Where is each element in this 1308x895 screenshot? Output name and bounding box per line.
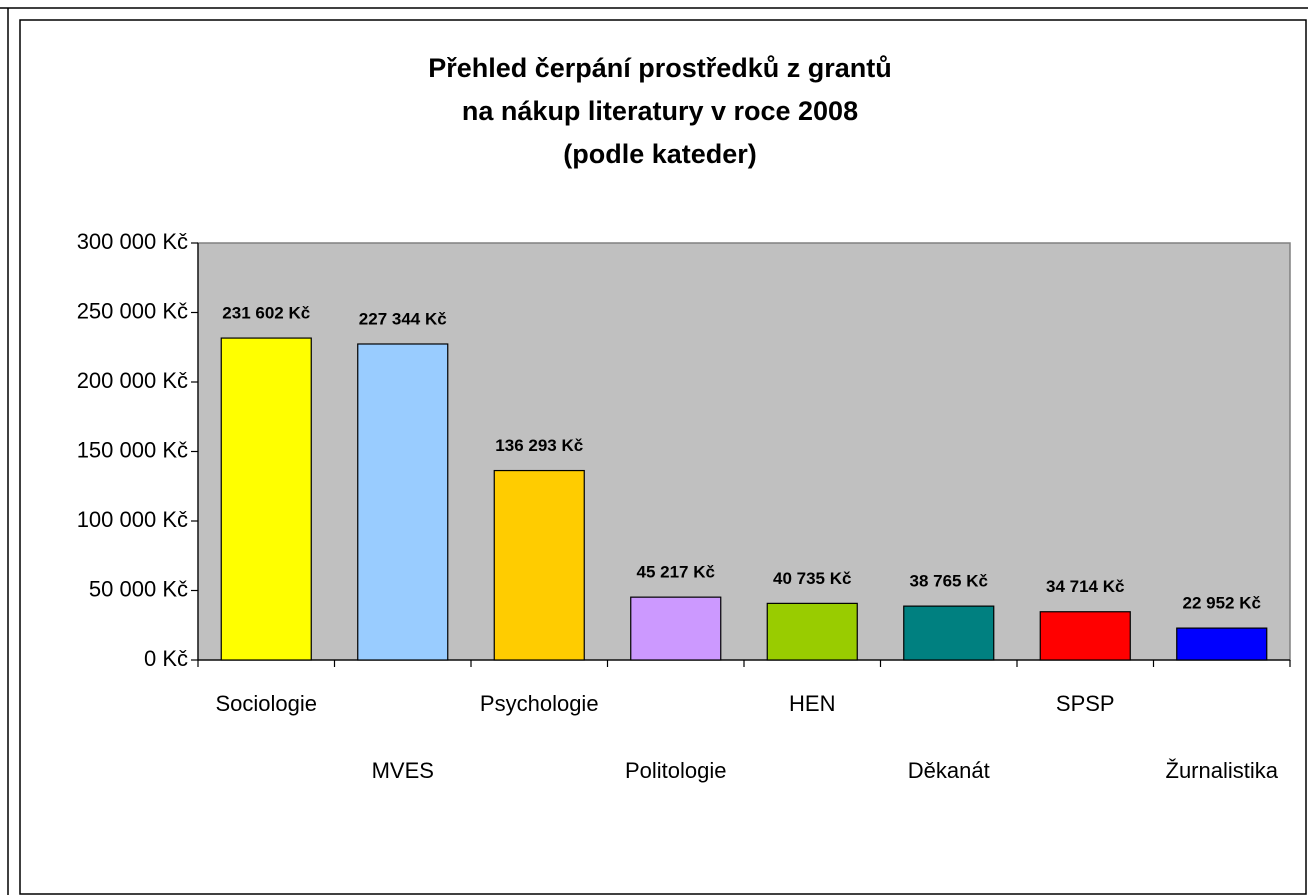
bar xyxy=(220,337,312,661)
y-tick-label: 300 000 Kč xyxy=(77,229,188,254)
x-tick-label: Psychologie xyxy=(480,691,599,716)
bar xyxy=(630,596,722,661)
value-label: 45 217 Kč xyxy=(637,563,715,582)
chart-title: na nákup literatury v roce 2008 xyxy=(462,96,858,126)
value-label: 136 293 Kč xyxy=(495,436,583,455)
y-tick-label: 0 Kč xyxy=(144,646,188,671)
value-label: 22 952 Kč xyxy=(1183,594,1261,613)
chart-title: (podle kateder) xyxy=(563,139,757,169)
bar xyxy=(357,343,449,661)
value-label: 231 602 Kč xyxy=(222,304,310,323)
y-tick-label: 150 000 Kč xyxy=(77,437,188,462)
y-tick-label: 50 000 Kč xyxy=(89,576,188,601)
x-tick-label: Sociologie xyxy=(215,691,317,716)
value-label: 38 765 Kč xyxy=(910,572,988,591)
y-tick-label: 100 000 Kč xyxy=(77,507,188,532)
bar xyxy=(766,602,858,661)
bar xyxy=(903,605,995,661)
x-tick-label: Děkanát xyxy=(908,758,990,783)
y-tick-label: 250 000 Kč xyxy=(77,298,188,323)
bar xyxy=(1176,627,1268,661)
x-tick-label: Žurnalistika xyxy=(1166,758,1279,783)
bar xyxy=(493,469,585,661)
value-label: 227 344 Kč xyxy=(359,309,447,328)
x-tick-label: Politologie xyxy=(625,758,727,783)
bar xyxy=(1039,611,1131,661)
x-tick-label: HEN xyxy=(789,691,835,716)
value-label: 40 735 Kč xyxy=(773,569,851,588)
x-tick-label: SPSP xyxy=(1056,691,1115,716)
chart-title: Přehled čerpání prostředků z grantů xyxy=(428,53,892,83)
value-label: 34 714 Kč xyxy=(1046,577,1124,596)
x-tick-label: MVES xyxy=(372,758,434,783)
y-tick-label: 200 000 Kč xyxy=(77,368,188,393)
